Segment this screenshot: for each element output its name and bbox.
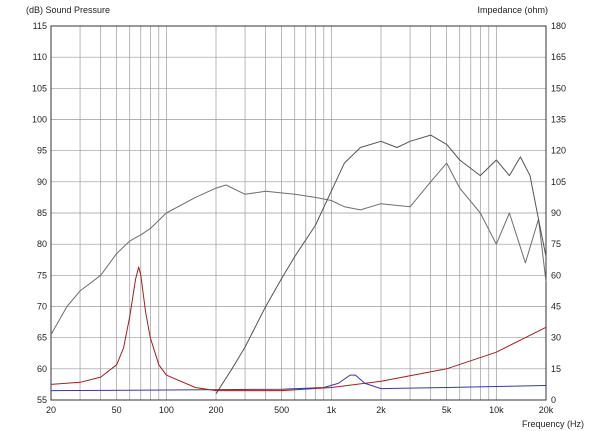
y-tick-label-left: 55 (37, 395, 47, 405)
y-tick-label-right: 60 (551, 270, 561, 280)
y-axis-label-right: Impedance (ohm) (477, 5, 548, 15)
x-tick-label: 5k (442, 405, 452, 415)
y-tick-label-right: 75 (551, 239, 561, 249)
series-line-3 (50, 266, 547, 392)
y-tick-label-right: 105 (551, 177, 566, 187)
y-tick-label-left: 80 (37, 239, 47, 249)
y-tick-label-right: 150 (551, 83, 566, 93)
y-tick-label-right: 165 (551, 52, 566, 62)
x-tick-label: 1k (327, 405, 337, 415)
y-tick-label-right: 45 (551, 302, 561, 312)
y-tick-label-right: 180 (551, 21, 566, 31)
x-tick-label: 2k (376, 405, 386, 415)
x-tick-label: 100 (159, 405, 174, 415)
x-tick-label: 20 (46, 405, 56, 415)
x-tick-label: 10k (489, 405, 504, 415)
y-tick-label-left: 65 (37, 333, 47, 343)
series-line-2 (215, 134, 547, 395)
x-tick-label: 50 (112, 405, 122, 415)
plot-frame (50, 25, 547, 401)
y-tick-label-left: 95 (37, 146, 47, 156)
x-axis-label: Frequency (Hz) (521, 419, 584, 429)
y-tick-label-right: 120 (551, 146, 566, 156)
y-tick-label-left: 115 (33, 21, 47, 31)
series-line-4 (50, 374, 547, 392)
y-tick-label-left: 90 (37, 177, 47, 187)
y-tick-label-right: 90 (551, 208, 561, 218)
x-tick-label: 200 (208, 405, 223, 415)
y-axis-label-left: (dB) Sound Pressure (26, 5, 111, 15)
y-tick-label-left: 100 (32, 115, 47, 125)
x-tick-label: 20k (539, 405, 554, 415)
series-line-1 (50, 162, 547, 335)
y-tick-label-left: 60 (37, 364, 47, 374)
y-tick-label-left: 105 (32, 83, 47, 93)
y-tick-label-left: 110 (33, 52, 47, 62)
y-tick-label-left: 70 (37, 302, 47, 312)
y-tick-label-right: 0 (551, 395, 556, 405)
y-tick-label-right: 30 (551, 333, 561, 343)
x-tick-label: 500 (274, 405, 289, 415)
y-tick-label-left: 75 (37, 270, 47, 280)
y-tick-label-right: 135 (551, 115, 566, 125)
y-tick-label-left: 85 (37, 208, 47, 218)
y-tick-label-right: 15 (551, 364, 561, 374)
